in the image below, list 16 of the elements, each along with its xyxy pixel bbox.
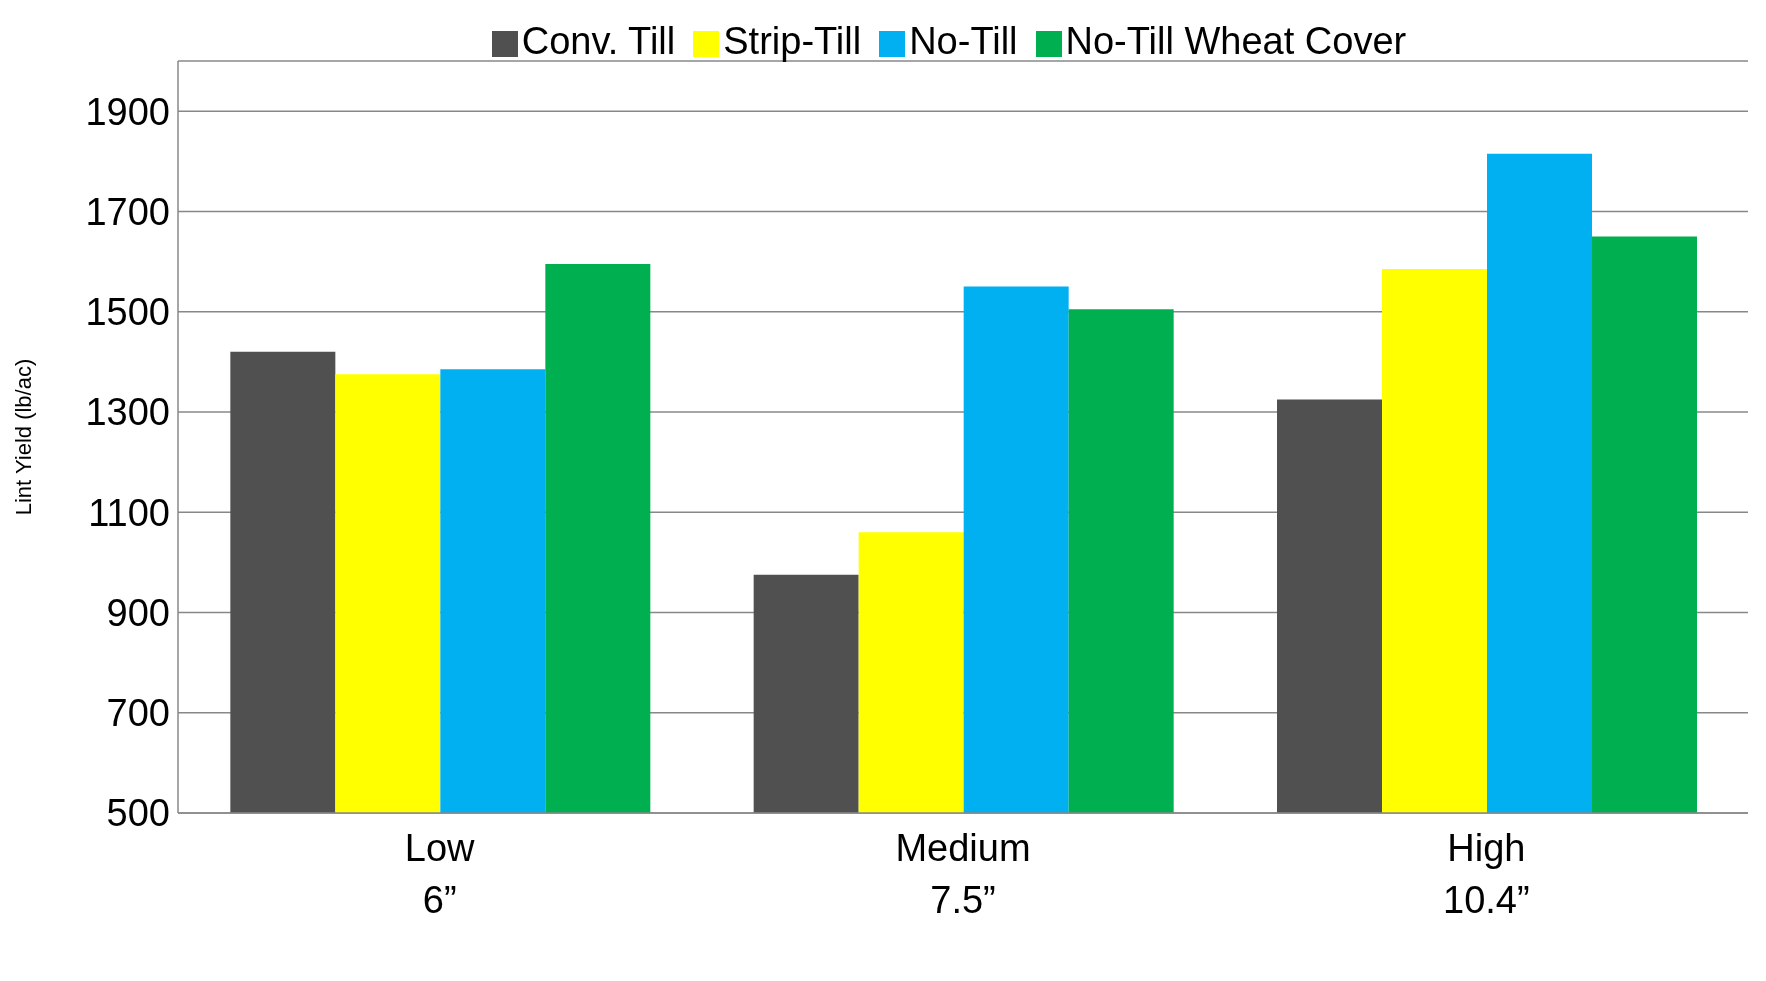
y-tick-label: 1300 [85,391,170,434]
x-tick-label: Low 6” [404,827,476,921]
y-tick-label: 1700 [85,190,170,233]
legend-label: No-Till Wheat Cover [1065,20,1407,62]
y-tick-label: 1900 [85,90,170,133]
y-tick-label: 700 [106,692,170,735]
y-tick-label: 900 [106,591,170,634]
y-tick-label: 500 [106,792,170,835]
y-tick-label: 1500 [85,291,170,334]
legend-label: Strip-Till [723,20,862,62]
x-tick-label: Medium 7.5” [895,827,1031,921]
x-tick-label: High 10.4” [1443,827,1530,921]
legend-label: Conv. Till [521,20,676,62]
y-axis-title: Lint Yield (lb/ac) [10,358,36,516]
legend-label: No-Till [909,20,1018,62]
y-tick-label: 1100 [88,491,170,534]
